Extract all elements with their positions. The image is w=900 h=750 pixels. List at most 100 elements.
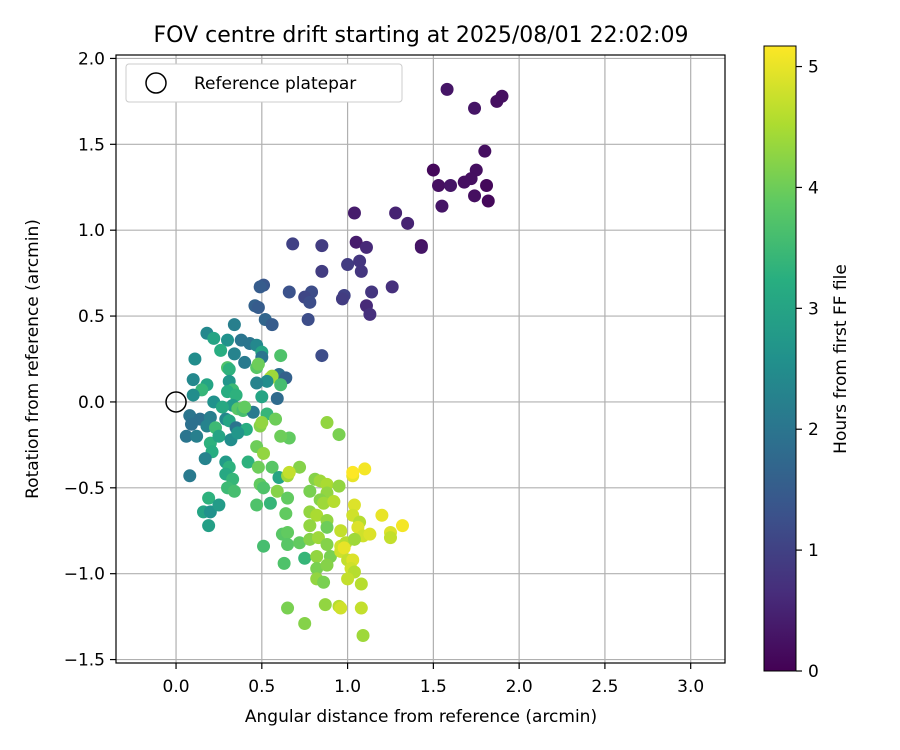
data-point <box>222 362 236 376</box>
data-point <box>255 416 269 430</box>
data-point <box>363 307 377 321</box>
data-point <box>346 465 360 479</box>
data-point <box>310 562 324 576</box>
data-point <box>293 460 307 474</box>
data-point <box>468 101 482 115</box>
data-point <box>250 498 264 512</box>
data-point <box>327 495 341 509</box>
data-point <box>310 550 324 564</box>
x-axis-label: Angular distance from reference (arcmin) <box>245 707 597 727</box>
data-point <box>401 216 415 230</box>
data-point <box>426 163 440 177</box>
y-tick-label: −1.5 <box>64 651 105 671</box>
reference-platepar-marker <box>165 391 187 413</box>
data-point <box>341 258 355 272</box>
colorbar-ticks: 0 1 2 3 4 5 <box>796 58 819 682</box>
data-point <box>363 527 377 541</box>
data-point <box>212 429 226 443</box>
colorbar-tick-label: 0 <box>808 662 819 682</box>
data-point <box>385 280 399 294</box>
x-tick-label: 3.0 <box>677 677 704 697</box>
data-point <box>251 300 265 314</box>
colorbar: 0 1 2 3 4 5 Hours from first FF file <box>763 45 851 682</box>
data-point <box>282 465 296 479</box>
data-point <box>480 179 494 193</box>
data-point <box>221 333 235 347</box>
data-point <box>457 175 471 189</box>
y-tick-label: −0.5 <box>64 479 105 499</box>
data-point <box>383 531 397 545</box>
data-point <box>320 416 334 430</box>
data-point <box>274 349 288 363</box>
data-point <box>435 199 449 213</box>
data-point <box>334 524 348 538</box>
data-point <box>303 519 317 533</box>
data-point <box>227 318 241 332</box>
data-point <box>238 400 252 414</box>
data-point <box>274 429 288 443</box>
colorbar-tick-label: 5 <box>808 58 819 78</box>
data-point <box>353 254 367 268</box>
data-point <box>279 507 293 521</box>
data-point <box>281 537 295 551</box>
data-point <box>202 519 216 533</box>
data-point <box>358 462 372 476</box>
data-point <box>281 491 295 505</box>
x-axis-ticks: 0.0 0.5 1.0 1.5 2.0 2.5 3.0 <box>163 663 704 697</box>
data-point <box>318 598 332 612</box>
data-point <box>251 357 265 371</box>
data-point <box>207 331 221 345</box>
data-point <box>303 295 317 309</box>
data-point <box>263 496 277 510</box>
data-point <box>389 206 403 220</box>
data-point <box>356 629 370 643</box>
data-point <box>250 376 264 390</box>
y-tick-label: −1.0 <box>64 565 105 585</box>
data-point <box>298 551 312 565</box>
data-point <box>337 541 351 555</box>
y-tick-label: 1.0 <box>78 221 105 241</box>
data-point <box>286 237 300 251</box>
data-point <box>190 429 204 443</box>
colorbar-tick-label: 2 <box>808 420 819 440</box>
data-point <box>375 508 389 522</box>
data-point <box>202 491 216 505</box>
data-point <box>332 479 346 493</box>
legend-box <box>125 63 403 103</box>
data-point <box>179 429 193 443</box>
data-point <box>354 264 368 278</box>
data-point <box>317 575 331 589</box>
colorbar-label: Hours from first FF file <box>831 264 851 454</box>
data-point <box>255 390 269 404</box>
x-tick-label: 2.0 <box>506 677 533 697</box>
y-tick-label: 1.5 <box>78 135 105 155</box>
data-point <box>317 496 331 510</box>
data-point <box>444 179 458 193</box>
data-point <box>265 460 279 474</box>
data-point <box>257 446 271 460</box>
x-tick-label: 2.5 <box>591 677 618 697</box>
data-point <box>184 417 198 431</box>
data-point <box>257 481 271 495</box>
data-point <box>215 400 229 414</box>
data-point <box>227 484 241 498</box>
x-tick-label: 1.5 <box>420 677 447 697</box>
legend-marker <box>145 72 167 94</box>
data-point <box>282 285 296 299</box>
legend: Reference platepar <box>125 63 403 103</box>
y-tick-label: 0.5 <box>78 307 105 327</box>
data-point <box>432 179 446 193</box>
data-point <box>183 469 197 483</box>
data-point <box>214 343 228 357</box>
colorbar-tick-label: 4 <box>808 178 819 198</box>
data-point <box>478 144 492 158</box>
x-tick-label: 0.5 <box>248 677 275 697</box>
data-point <box>315 264 329 278</box>
data-point <box>270 484 284 498</box>
data-point <box>303 484 317 498</box>
x-tick-label: 0.0 <box>163 677 190 697</box>
data-point <box>320 558 334 572</box>
data-point <box>310 508 324 522</box>
data-point <box>188 352 202 366</box>
